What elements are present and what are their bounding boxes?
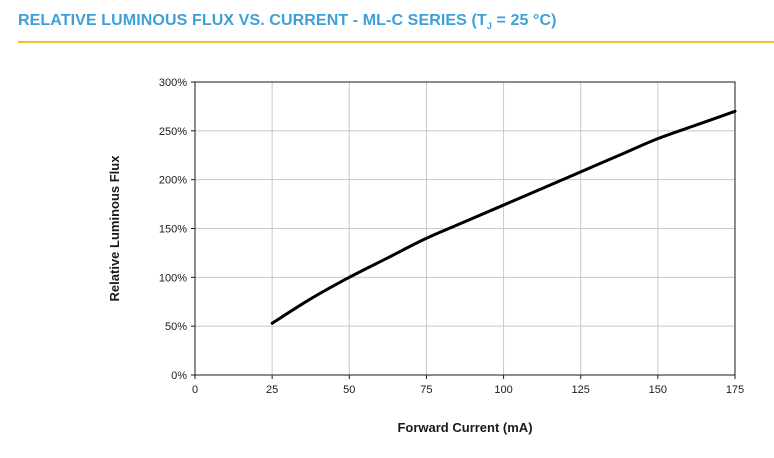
x-tick-label: 175 (726, 384, 744, 396)
y-tick-label: 50% (165, 321, 187, 333)
series-line (270, 109, 737, 325)
y-tick-label: 200% (159, 175, 187, 187)
y-tick-label: 150% (159, 224, 187, 236)
y-tick-label: 300% (159, 77, 187, 89)
x-tick-label: 100 (494, 384, 512, 396)
x-tick-label: 25 (266, 384, 278, 396)
x-axis-ticks: 0 25 50 75 100 125 150 175 (192, 375, 744, 396)
series-lines (270, 109, 737, 325)
y-tick-label: 0% (171, 370, 187, 382)
heading-rule (18, 41, 774, 43)
x-axis-label: Forward Current (mA) (397, 420, 532, 435)
heading-main: RELATIVE LUMINOUS FLUX VS. CURRENT - ML-… (18, 12, 487, 29)
x-tick-label: 75 (420, 384, 432, 396)
chart-heading: RELATIVE LUMINOUS FLUX VS. CURRENT - ML-… (18, 12, 557, 31)
x-tick-label: 0 (192, 384, 198, 396)
x-tick-label: 50 (343, 384, 355, 396)
x-tick-label: 150 (649, 384, 667, 396)
y-tick-label: 250% (159, 126, 187, 138)
heading-subscript: J (486, 21, 492, 31)
heading-end: = 25 °C) (491, 12, 557, 29)
grid-lines (195, 82, 735, 375)
y-axis-label: Relative Luminous Flux (107, 155, 122, 302)
y-tick-label: 100% (159, 272, 187, 284)
y-axis-ticks: 0% 50% 100% 150% 200% 250% 300% (159, 77, 195, 382)
x-tick-label: 125 (572, 384, 590, 396)
